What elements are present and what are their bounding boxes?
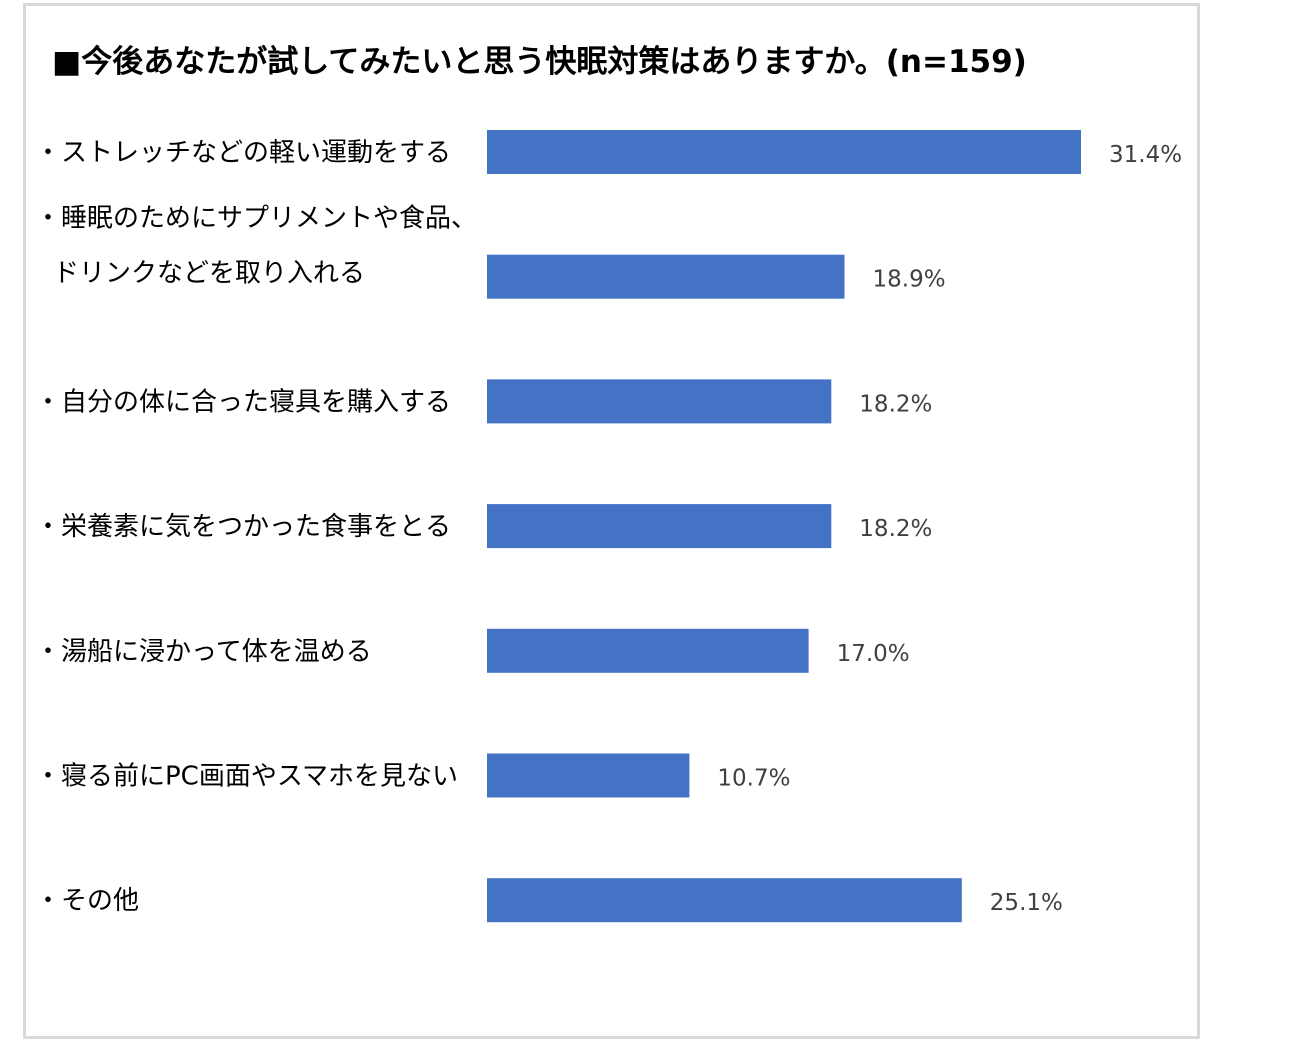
category-label-3: ・自分の体に合った寝具を購入する [35,387,451,417]
data-label-1: 31.4% [1109,142,1182,168]
bar-7 [487,878,962,923]
category-label-2-line-1: ・睡眠のためにサプリメントや食品、 [35,204,477,234]
bar-5 [487,628,809,673]
data-label-6: 10.7% [717,766,790,792]
bar-2 [487,254,845,299]
bar-4 [487,504,832,549]
category-label-5: ・湯船に浸かって体を温める [35,637,372,667]
data-label-2: 18.9% [873,267,946,293]
bar-3 [487,379,832,424]
category-label-4: ・栄養素に気をつかった食事をとる [35,512,451,542]
data-label-5: 17.0% [837,641,910,667]
data-label-3: 18.2% [859,391,932,417]
category-label-1: ・ストレッチなどの軽い運動をする [35,138,451,168]
data-label-4: 18.2% [859,516,932,542]
category-label-7: ・その他 [35,886,139,916]
category-label-6: ・寝る前にPC画面やスマホを見ない [35,762,458,792]
data-label-7: 25.1% [990,890,1063,916]
category-label-2-line-2: ドリンクなどを取り入れる [53,259,365,289]
chart-title: ■今後あなたが試してみたいと思う快眠対策はありますか。(n=159) [52,44,1027,80]
bar-6 [487,753,690,798]
bar-1 [487,130,1081,174]
